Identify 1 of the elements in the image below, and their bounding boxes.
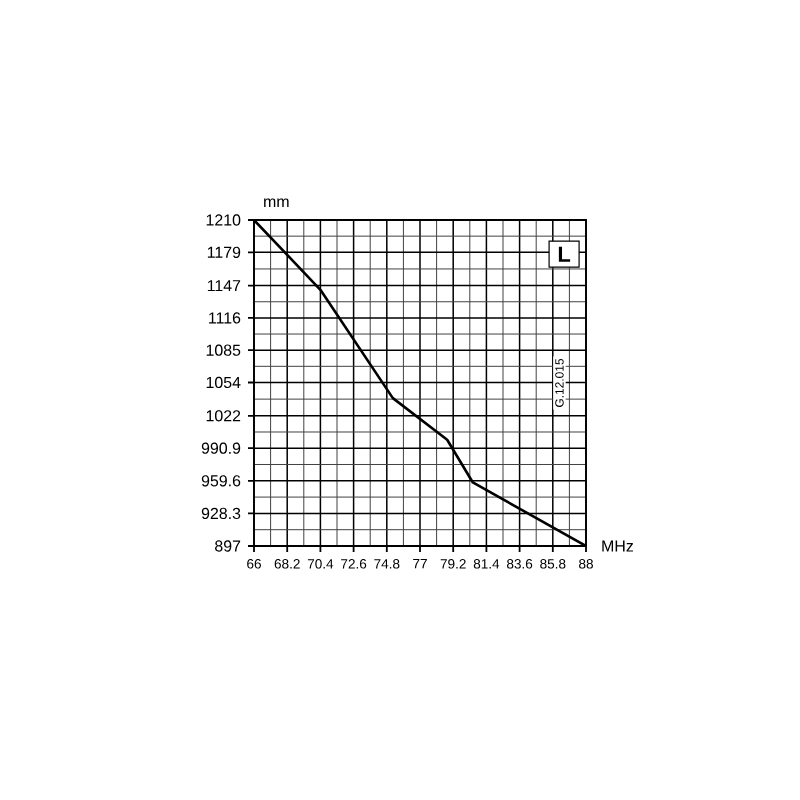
annotation: L xyxy=(558,246,571,262)
